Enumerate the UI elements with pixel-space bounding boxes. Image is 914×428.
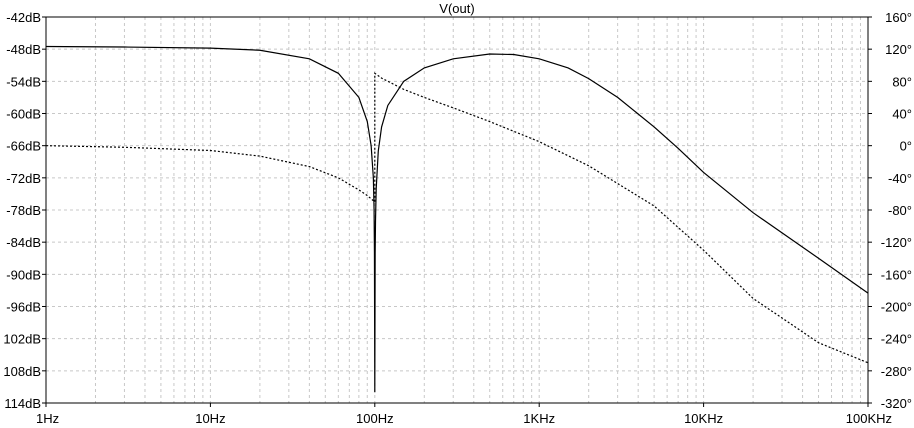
left-axis-tick-label: 102dB [3,332,41,347]
left-axis-tick-label: -60dB [6,107,41,122]
right-axis-tick-label: -120° [881,235,912,250]
right-axis-tick-label: -240° [881,332,912,347]
left-axis-tick-label: -90dB [6,267,41,282]
left-axis-tick-label: -42dB [6,10,41,25]
x-axis-tick-label: 10KHz [684,411,723,426]
left-axis-tick-label: -78dB [6,203,41,218]
right-axis-tick-label: 0° [900,139,912,154]
right-axis-tick-label: -40° [888,171,912,186]
right-axis-tick-label: 80° [892,74,912,89]
right-axis-tick-label: 120° [885,42,912,57]
right-axis-tick-label: -160° [881,267,912,282]
right-axis-tick-label: 40° [892,107,912,122]
left-axis-tick-label: -96dB [6,300,41,315]
x-axis-tick-label: 1Hz [36,411,59,426]
right-axis-tick-label: -320° [881,396,912,411]
plot-frame [45,16,869,404]
phase-series-line [45,72,869,364]
tick-labels: -42dB -48dB -54dB -60dB -66dB -72dB -78dB -84dB… [3,10,912,426]
left-axis-tick-label: 108dB [3,364,41,379]
x-axis-tick-label: 1KHz [523,411,555,426]
right-axis-tick-label: -200° [881,300,912,315]
left-axis-tick-label: 114dB [4,396,41,411]
magnitude-series-line [45,45,869,393]
grid-lines [46,17,868,403]
left-axis-tick-label: -84dB [6,235,41,250]
x-axis-tick-label: 100Hz [356,411,394,426]
x-axis-tick-label: 10Hz [195,411,225,426]
left-axis-tick-label: -48dB [6,42,41,57]
right-axis-tick-label: -280° [881,364,912,379]
left-axis-tick-label: -54dB [6,74,41,89]
chart-title: V(out) [439,1,474,16]
right-axis-tick-label: 160° [885,10,912,25]
left-axis-tick-label: -66dB [6,139,41,154]
right-axis-tick-label: -80° [888,203,912,218]
left-axis-tick-label: -72dB [6,171,41,186]
plot-series [45,45,869,393]
x-axis-tick-label: 100KHz [846,411,892,426]
